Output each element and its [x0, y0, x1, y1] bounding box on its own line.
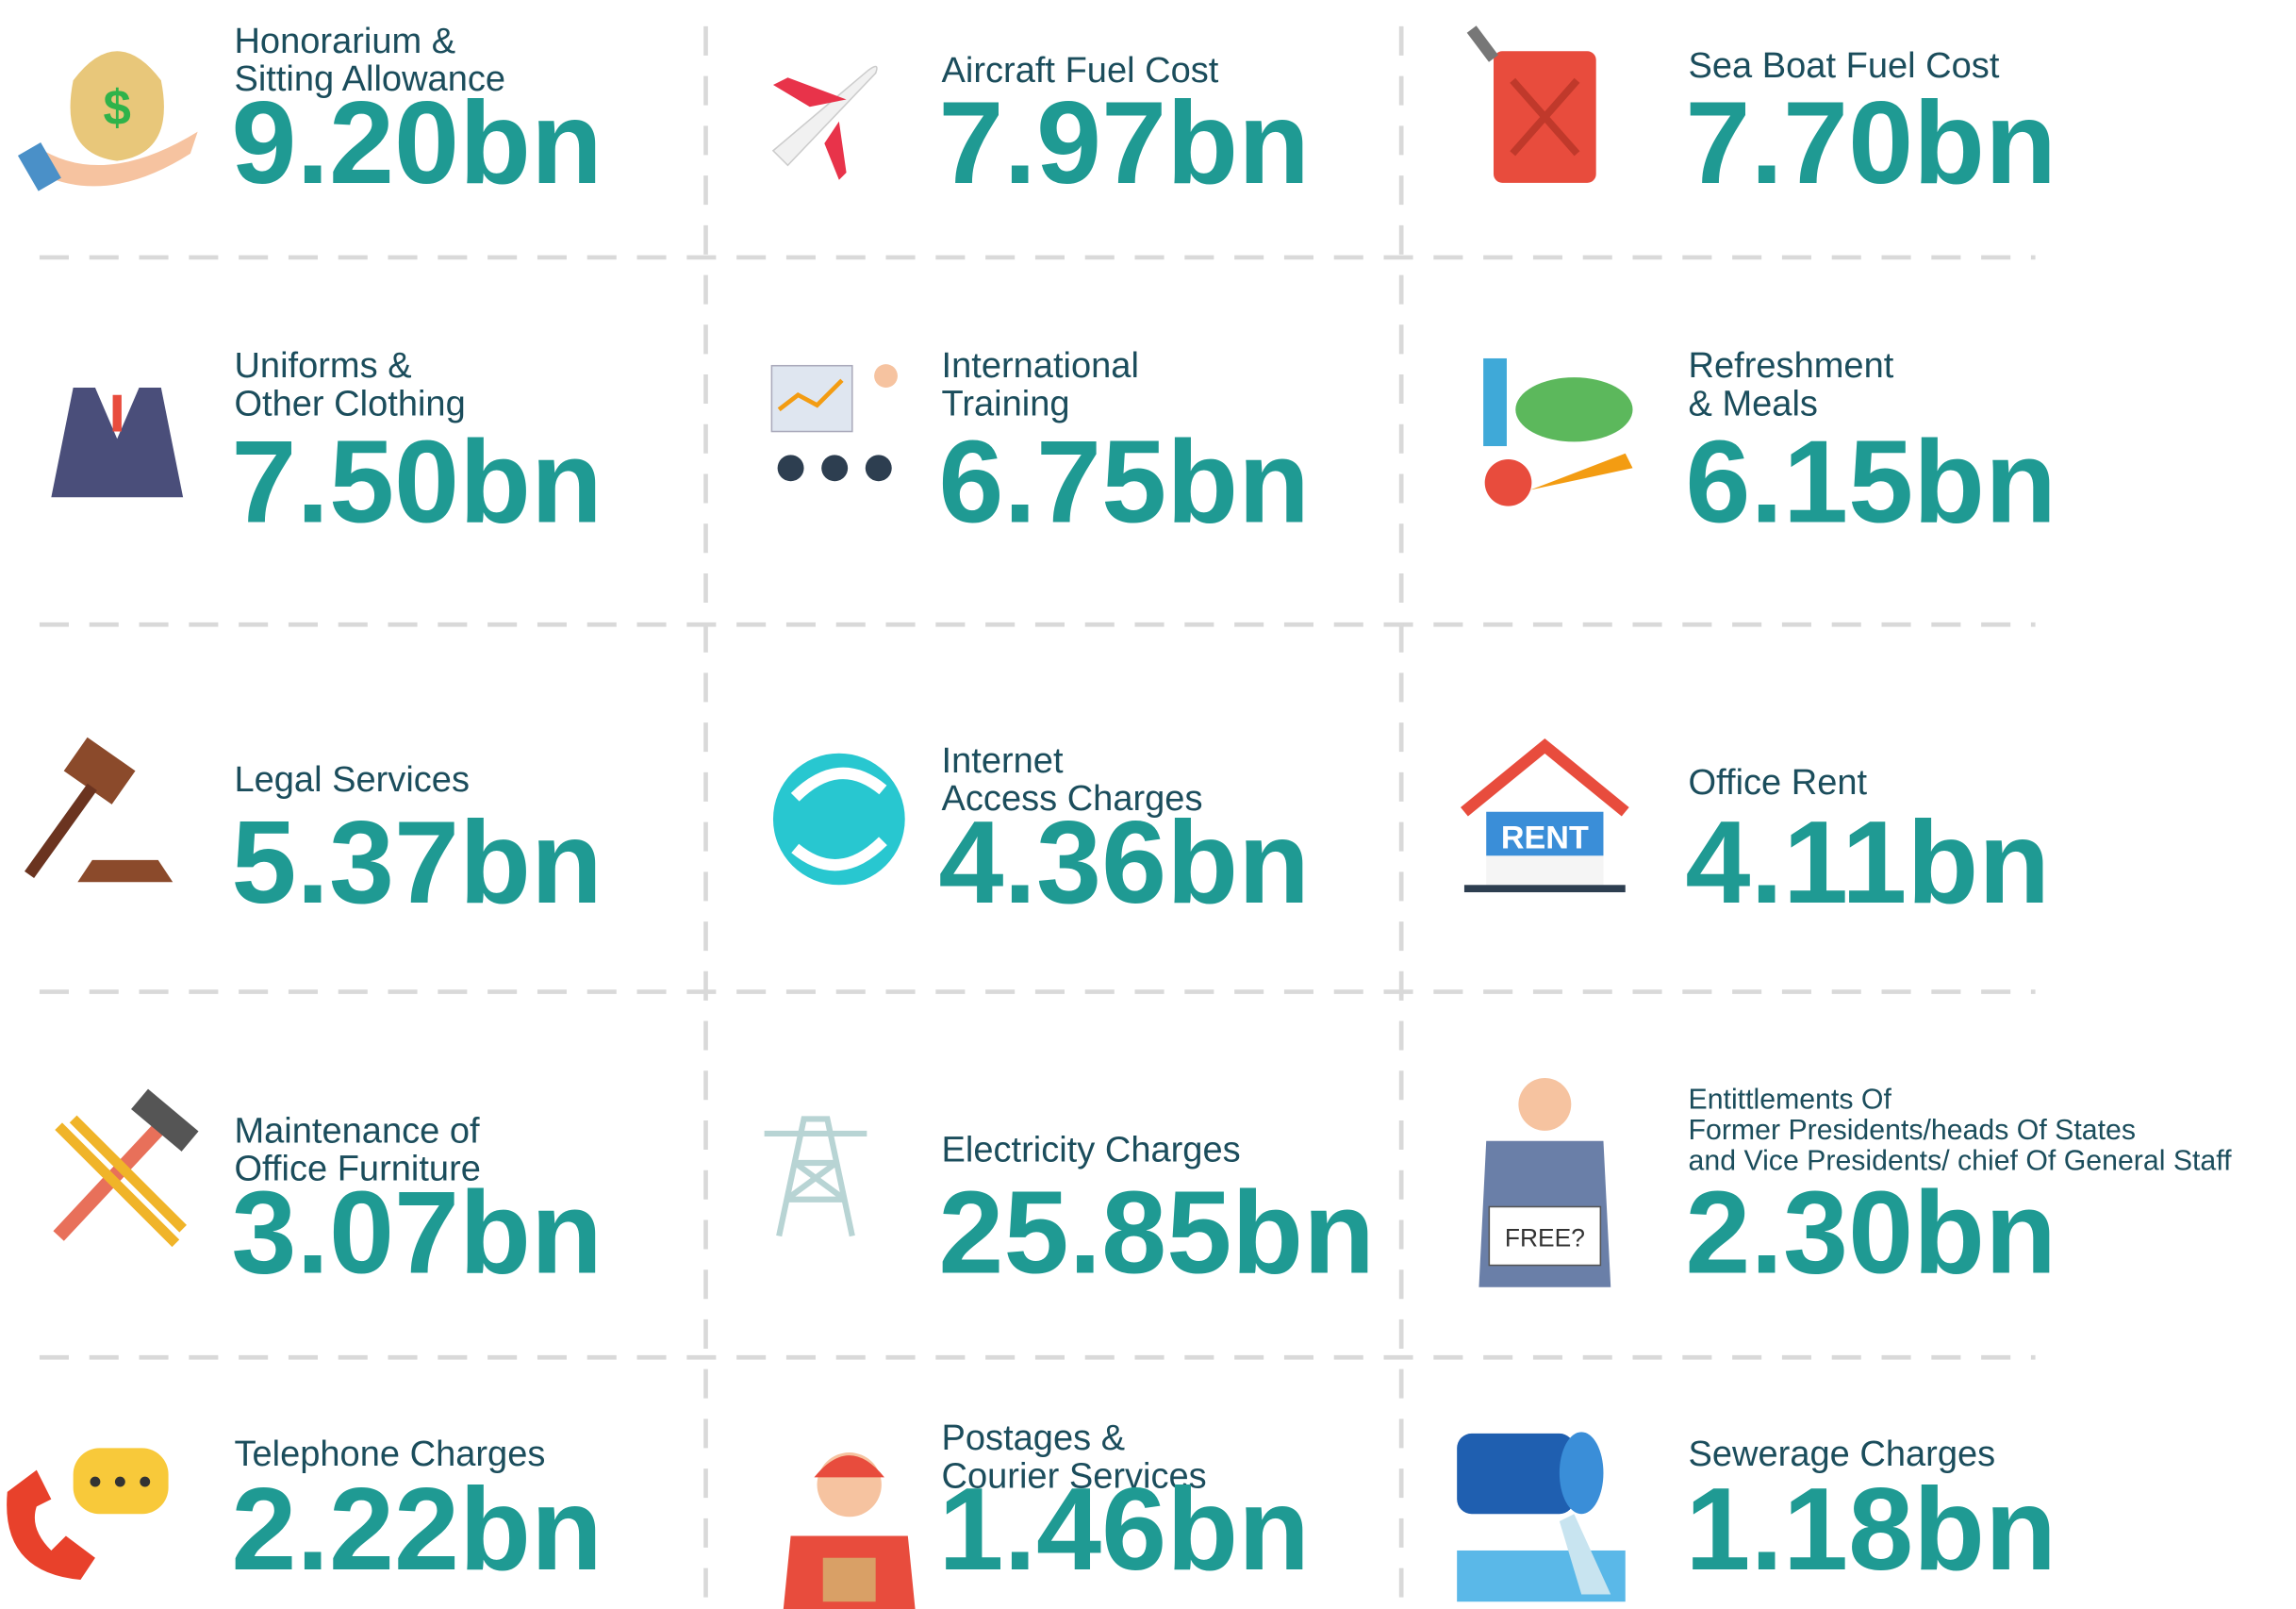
item-value: 6.15bn — [1685, 418, 2056, 548]
item-label: Refreshment — [1689, 346, 1894, 386]
cuff — [18, 142, 61, 191]
item-value: 4.36bn — [938, 798, 1310, 928]
dot — [115, 1477, 125, 1487]
item-label: Maintenance of — [234, 1111, 480, 1151]
pipe — [1457, 1434, 1574, 1514]
item-label: Entittlements Of — [1689, 1085, 1892, 1116]
item-label: International — [942, 346, 1139, 386]
item-value: 2.22bn — [231, 1465, 603, 1595]
icon — [773, 754, 905, 886]
person — [866, 455, 892, 481]
cost-item: Legal Services5.37bn — [29, 738, 603, 928]
cost-item: Aircraft Fuel Cost7.97bn — [773, 51, 1310, 208]
icon — [773, 66, 877, 179]
item-value: 4.11bn — [1685, 798, 2050, 928]
icon-text: $ — [104, 80, 131, 136]
tie — [113, 395, 122, 432]
dot — [140, 1477, 150, 1487]
carrot — [1530, 454, 1633, 490]
tomato — [1485, 459, 1532, 506]
head — [1518, 1078, 1571, 1131]
handle — [29, 787, 92, 874]
item-label: Uniforms & — [234, 346, 411, 386]
item-value: 7.50bn — [231, 418, 603, 548]
icon — [771, 364, 898, 481]
bottle — [1483, 358, 1507, 446]
item-value: 3.07bn — [231, 1168, 603, 1298]
icon: $ — [18, 51, 198, 191]
gavel-head — [64, 738, 136, 804]
box — [823, 1558, 876, 1602]
item-label: Office Rent — [1689, 763, 1868, 803]
dot — [91, 1477, 101, 1487]
board — [771, 366, 851, 432]
spout — [1472, 29, 1494, 58]
icon — [784, 1452, 916, 1609]
item-value: 2.30bn — [1685, 1168, 2056, 1298]
pipe-end — [1560, 1432, 1604, 1514]
icon — [1457, 1432, 1626, 1601]
item-value: 6.75bn — [938, 418, 1310, 548]
item-label: Internet — [942, 741, 1064, 781]
icon — [1483, 358, 1632, 506]
item-label: Electricity Charges — [942, 1130, 1241, 1169]
icon-text: RENT — [1501, 821, 1589, 856]
item-label: Honorarium & — [234, 22, 455, 61]
presenter — [874, 364, 898, 388]
block — [77, 860, 173, 882]
item-value: 1.46bn — [938, 1465, 1310, 1595]
icon: RENT — [1464, 746, 1626, 892]
icon — [51, 388, 183, 497]
icon — [1472, 29, 1596, 183]
cap — [814, 1455, 884, 1477]
item-label: Former Presidents/heads Of States — [1689, 1115, 2136, 1146]
icon — [7, 1448, 168, 1580]
icon — [58, 1089, 198, 1244]
salad — [1515, 377, 1632, 441]
icon: FREE? — [1478, 1078, 1611, 1287]
icon — [765, 1119, 867, 1236]
item-label: Legal Services — [234, 760, 470, 800]
item-value: 25.85bn — [938, 1168, 1375, 1298]
person — [821, 455, 848, 481]
item-value: 7.70bn — [1685, 78, 2056, 208]
item-value: 7.97bn — [938, 78, 1310, 208]
item-value: 1.18bn — [1685, 1465, 2056, 1595]
icon-text: FREE? — [1505, 1223, 1585, 1252]
item-value: 5.37bn — [231, 798, 603, 928]
item-value: 9.20bn — [231, 78, 603, 208]
person — [778, 455, 804, 481]
roof — [1464, 746, 1626, 812]
infographic: $Honorarium &Sitting Allowance9.20bnAirc… — [0, 0, 2296, 1609]
item-label: Postages & — [942, 1418, 1126, 1458]
icon — [29, 738, 173, 882]
floor — [1464, 885, 1626, 892]
